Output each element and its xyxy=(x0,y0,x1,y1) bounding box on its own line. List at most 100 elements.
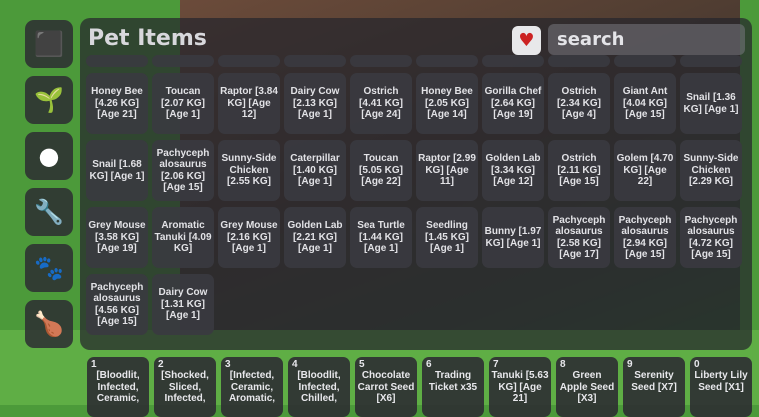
pet-label: Bunny [1.97 KG] [Age 1] xyxy=(484,226,542,249)
pet-tile[interactable]: Pachycephalosaurus [4.56 KG] [Age 15] xyxy=(86,274,148,335)
pet-label: Golden Lab [2.21 KG] [Age 1] xyxy=(287,220,343,255)
slot-label: [Infected, Ceramic, Aromatic, xyxy=(228,370,276,404)
pet-tile[interactable]: Pachycephalosaurus [2.94 KG] [Age 15] xyxy=(614,207,676,268)
sidebar-button-drumstick[interactable]: 🍗 xyxy=(25,300,73,348)
pet-label: Toucan [5.05 KG] [Age 22] xyxy=(359,153,403,188)
sidebar-button-sprout[interactable]: 🌱 xyxy=(25,76,73,124)
sidebar-button-cube[interactable]: ⬛ xyxy=(25,20,73,68)
pet-label: Raptor [2.99 KG] [Age 11] xyxy=(418,153,476,188)
favorite-filter-button[interactable]: ♥ xyxy=(512,26,541,55)
pet-tile[interactable]: Dairy Cow [2.13 KG] [Age 1] xyxy=(284,73,346,134)
slot-label: [Bloodlit, Infected, Chilled, xyxy=(297,370,341,404)
hotbar-slot-8[interactable]: 8 Green Apple Seed [X3] xyxy=(556,357,618,417)
pet-label: Pachycephalosaurus [2.58 KG] [Age 17] xyxy=(552,214,606,261)
slot-key: 8 xyxy=(560,359,566,370)
hotbar-slot-5[interactable]: 5 Chocolate Carrot Seed [X6] xyxy=(355,357,417,417)
pet-tile-partial[interactable] xyxy=(614,55,676,67)
pet-label: Grey Mouse [3.58 KG] [Age 19] xyxy=(88,220,146,255)
pet-label: Pachycephalosaurus [4.56 KG] [Age 15] xyxy=(90,281,144,328)
pet-label: Sunny-Side Chicken [2.55 KG] xyxy=(221,153,277,188)
pet-tile[interactable]: Gorilla Chef [2.64 KG] [Age 19] xyxy=(482,73,544,134)
sidebar-button-tomato[interactable]: ● xyxy=(25,132,73,180)
slot-key: 1 xyxy=(91,359,97,370)
pet-tile[interactable]: Seedling [1.45 KG] [Age 1] xyxy=(416,207,478,268)
pet-label: Snail [1.68 KG] [Age 1] xyxy=(89,159,145,182)
hotbar-slot-2[interactable]: 2 [Shocked, Sliced, Infected, xyxy=(154,357,216,417)
hotbar-slot-0[interactable]: 0 Liberty Lily Seed [X1] xyxy=(690,357,752,417)
heart-slash-icon: ♥ xyxy=(518,30,535,51)
pet-label: Dairy Cow [2.13 KG] [Age 1] xyxy=(290,86,340,121)
pet-tile-partial[interactable] xyxy=(548,55,610,67)
pet-tile[interactable]: Aromatic Tanuki [4.09 KG] xyxy=(152,207,214,268)
slot-key: 6 xyxy=(426,359,432,370)
slot-label: [Shocked, Sliced, Infected, xyxy=(161,370,209,404)
hotbar-slot-6[interactable]: 6 Trading Ticket x35 xyxy=(422,357,484,417)
pet-tile[interactable]: Bunny [1.97 KG] [Age 1] xyxy=(482,207,544,268)
pet-items-panel: Pet Items ♥ Honey Bee [4.26 KG] [Age 21]… xyxy=(80,18,752,350)
pet-tile[interactable]: Honey Bee [2.05 KG] [Age 14] xyxy=(416,73,478,134)
hotbar-slot-9[interactable]: 9 Serenity Seed [X7] xyxy=(623,357,685,417)
pet-tile[interactable]: Pachycephalosaurus [4.72 KG] [Age 15] xyxy=(680,207,742,268)
pet-label: Ostrich [2.11 KG] [Age 15] xyxy=(557,153,601,188)
pet-tile-partial[interactable] xyxy=(350,55,412,67)
drumstick-icon: 🍗 xyxy=(34,310,64,338)
pet-label: Sunny-Side Chicken [2.29 KG] xyxy=(683,153,739,188)
hotbar-slot-4[interactable]: 4 [Bloodlit, Infected, Chilled, xyxy=(288,357,350,417)
pet-tile-partial[interactable] xyxy=(680,55,742,67)
pet-tile[interactable]: Sunny-Side Chicken [2.55 KG] xyxy=(218,140,280,201)
search-input[interactable] xyxy=(548,24,745,55)
hotbar-slot-7[interactable]: 7 Tanuki [5.63 KG] [Age 21] xyxy=(489,357,551,417)
sidebar-button-paw[interactable]: 🐾 xyxy=(25,244,73,292)
pet-tile-partial[interactable] xyxy=(152,55,214,67)
slot-key: 3 xyxy=(225,359,231,370)
pet-label: Honey Bee [2.05 KG] [Age 14] xyxy=(421,86,473,121)
pet-tile[interactable]: Ostrich [4.41 KG] [Age 24] xyxy=(350,73,412,134)
pet-tile-partial[interactable] xyxy=(416,55,478,67)
pet-tile[interactable]: Dairy Cow [1.31 KG] [Age 1] xyxy=(152,274,214,335)
pet-label: Ostrich [2.34 KG] [Age 4] xyxy=(557,86,601,121)
pet-tile[interactable]: Raptor [3.84 KG] [Age 12] xyxy=(218,73,280,134)
pet-tile[interactable]: Snail [1.68 KG] [Age 1] xyxy=(86,140,148,201)
pet-label: Seedling [1.45 KG] [Age 1] xyxy=(425,220,469,255)
pet-tile[interactable]: Honey Bee [4.26 KG] [Age 21] xyxy=(86,73,148,134)
pet-label: Golden Lab [3.34 KG] [Age 12] xyxy=(485,153,541,188)
pet-tile-partial[interactable] xyxy=(284,55,346,67)
pet-tile-partial[interactable] xyxy=(482,55,544,67)
sidebar-button-wrench[interactable]: 🔧 xyxy=(25,188,73,236)
cube-icon: ⬛ xyxy=(34,30,64,58)
pet-tile[interactable]: Toucan [5.05 KG] [Age 22] xyxy=(350,140,412,201)
pet-tile[interactable]: Ostrich [2.11 KG] [Age 15] xyxy=(548,140,610,201)
pet-label: Pachycephalosaurus [4.72 KG] [Age 15] xyxy=(684,214,738,261)
hotbar-slot-3[interactable]: 3 [Infected, Ceramic, Aromatic, xyxy=(221,357,283,417)
pet-tile[interactable]: Raptor [2.99 KG] [Age 11] xyxy=(416,140,478,201)
slot-key: 9 xyxy=(627,359,633,370)
pet-tile-partial[interactable] xyxy=(218,55,280,67)
pet-label: Snail [1.36 KG] [Age 1] xyxy=(683,92,739,115)
pet-tile[interactable]: Grey Mouse [3.58 KG] [Age 19] xyxy=(86,207,148,268)
pet-tile[interactable]: Sea Turtle [1.44 KG] [Age 1] xyxy=(350,207,412,268)
pet-tile[interactable]: Pachycephalosaurus [2.06 KG] [Age 15] xyxy=(152,140,214,201)
pet-tile[interactable]: Giant Ant [4.04 KG] [Age 15] xyxy=(614,73,676,134)
hotbar-slot-1[interactable]: 1 [Bloodlit, Infected, Ceramic, xyxy=(87,357,149,417)
pet-tile[interactable]: Toucan [2.07 KG] [Age 1] xyxy=(152,73,214,134)
pet-tile[interactable]: Caterpillar [1.40 KG] [Age 1] xyxy=(284,140,346,201)
pet-tile[interactable]: Pachycephalosaurus [2.58 KG] [Age 17] xyxy=(548,207,610,268)
slot-label: Liberty Lily Seed [X1] xyxy=(694,370,748,393)
pet-label: Caterpillar [1.40 KG] [Age 1] xyxy=(290,153,340,188)
pet-tile[interactable]: Snail [1.36 KG] [Age 1] xyxy=(680,73,742,134)
pet-label: Raptor [3.84 KG] [Age 12] xyxy=(220,86,278,121)
pet-tile[interactable]: Golem [4.70 KG] [Age 22] xyxy=(614,140,676,201)
pet-tile[interactable]: Grey Mouse [2.16 KG] [Age 1] xyxy=(218,207,280,268)
slot-label: Trading Ticket x35 xyxy=(428,370,478,393)
pet-tile[interactable]: Sunny-Side Chicken [2.29 KG] xyxy=(680,140,742,201)
slot-key: 7 xyxy=(493,359,499,370)
pet-tile-partial[interactable] xyxy=(86,55,148,67)
pet-label: Pachycephalosaurus [2.94 KG] [Age 15] xyxy=(618,214,672,261)
slot-key: 4 xyxy=(292,359,298,370)
pet-tile[interactable]: Golden Lab [3.34 KG] [Age 12] xyxy=(482,140,544,201)
pet-tile[interactable]: Ostrich [2.34 KG] [Age 4] xyxy=(548,73,610,134)
slot-label: Chocolate Carrot Seed [X6] xyxy=(357,370,415,404)
pet-tile[interactable]: Golden Lab [2.21 KG] [Age 1] xyxy=(284,207,346,268)
pet-label: Giant Ant [4.04 KG] [Age 15] xyxy=(622,86,668,121)
panel-title: Pet Items xyxy=(88,26,207,51)
